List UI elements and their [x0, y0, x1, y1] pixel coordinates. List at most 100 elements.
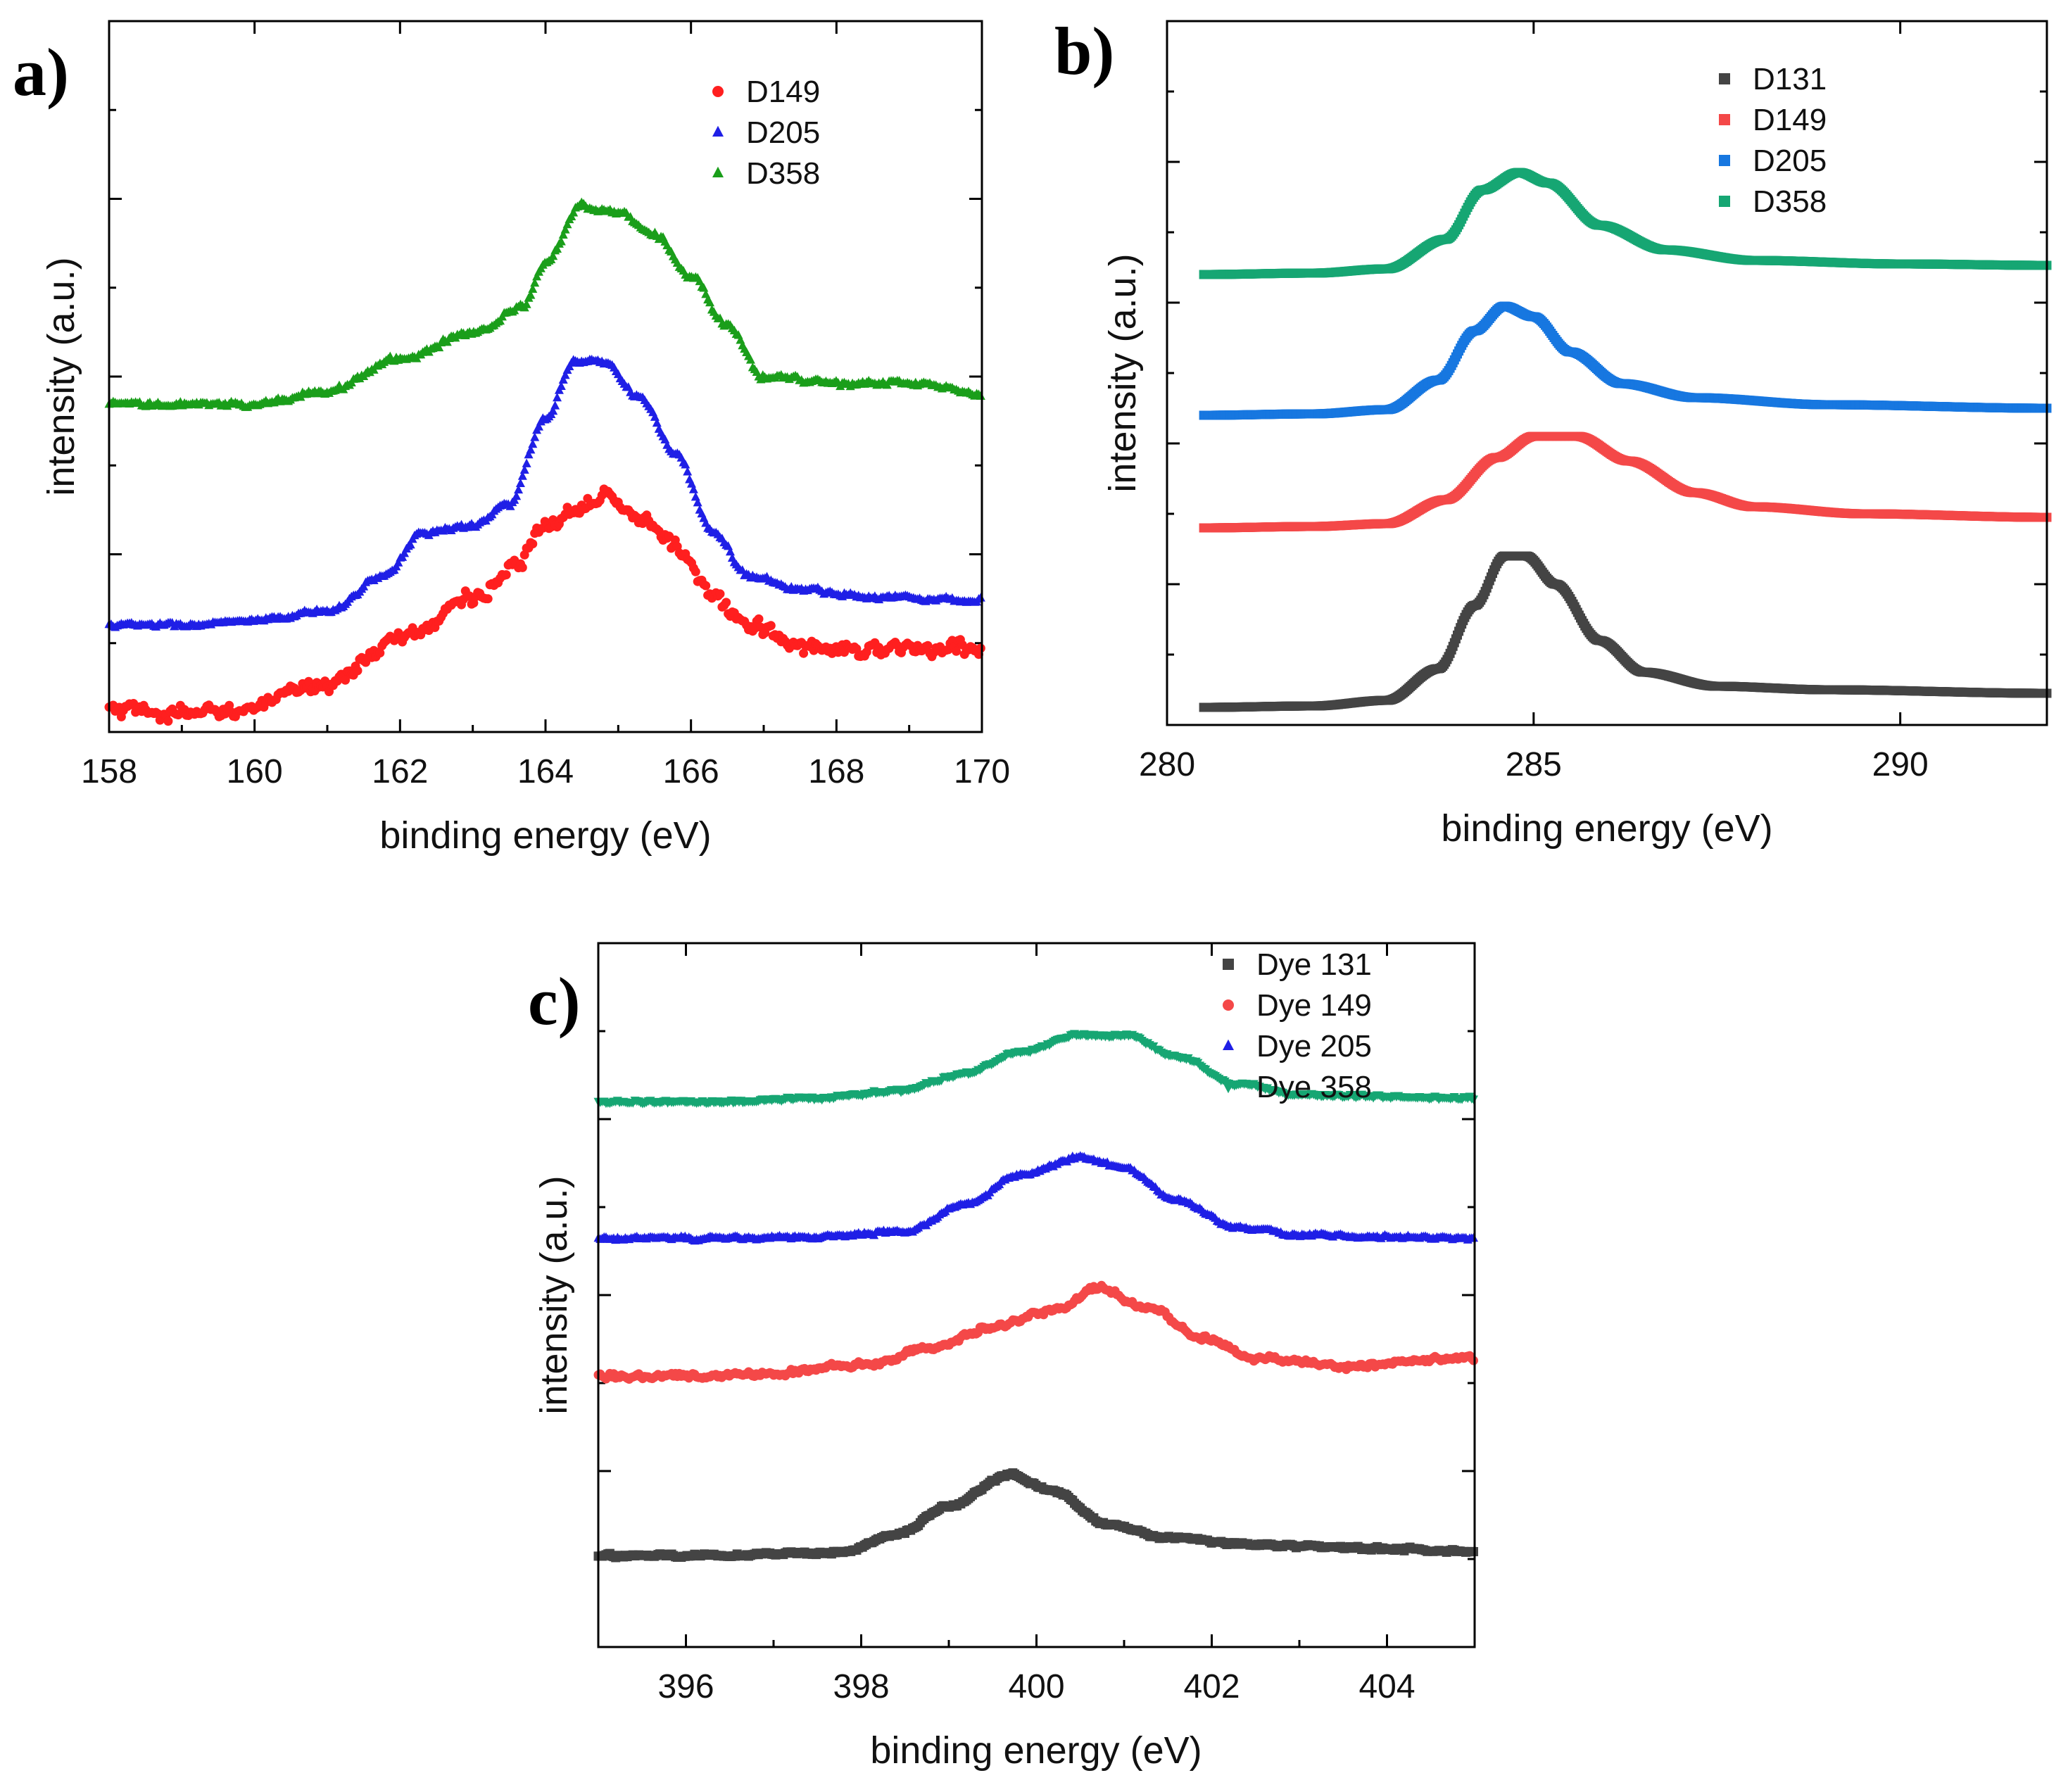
legend-marker	[1719, 196, 1730, 207]
data-point	[304, 676, 313, 686]
data-point	[400, 548, 410, 557]
data-point	[562, 219, 572, 229]
legend-marker	[712, 125, 724, 137]
data-point	[553, 244, 562, 253]
data-point	[375, 648, 385, 658]
data-point	[569, 208, 579, 217]
x-tick-label: 170	[954, 753, 1010, 790]
series-d358	[104, 197, 985, 411]
data-point	[688, 484, 698, 493]
x-tick-label: 168	[808, 753, 864, 790]
data-point	[701, 581, 711, 591]
data-point	[341, 675, 351, 685]
data-point	[558, 374, 568, 384]
data-point	[528, 539, 538, 549]
data-point	[528, 284, 538, 294]
legend-entry: D358	[712, 156, 820, 191]
legend-entry: D149	[1719, 103, 1827, 137]
x-tick-label: 166	[663, 753, 719, 790]
x-tick-label: 158	[81, 753, 137, 790]
data-point	[976, 391, 985, 400]
data-point	[683, 467, 693, 476]
data-point	[560, 225, 570, 234]
series-d205	[104, 354, 985, 631]
panel-b-marks	[1199, 168, 2052, 712]
legend-marker	[1719, 155, 1730, 166]
panel-a-x-axis-title: binding energy (eV)	[379, 814, 711, 857]
legend-marker	[1719, 114, 1730, 125]
data-point	[766, 621, 776, 631]
data-point	[976, 643, 985, 653]
data-point	[556, 381, 566, 390]
legend-entry: D149	[712, 75, 820, 109]
data-point	[952, 646, 962, 656]
panel-a-legend: D149 D205 D358	[712, 75, 820, 191]
legend-label: D358	[746, 156, 820, 191]
series-d358	[1199, 168, 2052, 279]
x-tick-label: 160	[227, 753, 283, 790]
panel-c-label: c)	[528, 964, 581, 1039]
data-point	[715, 589, 725, 599]
data-point	[705, 297, 715, 307]
series-d205	[1199, 301, 2052, 420]
legend-label: D205	[1753, 144, 1827, 178]
data-point	[699, 283, 709, 292]
series-dye-131	[593, 1468, 1478, 1563]
legend-label: D358	[1753, 184, 1827, 219]
data-point	[515, 478, 525, 487]
x-tick-label: 280	[1139, 746, 1195, 783]
legend-entry: D205	[1719, 144, 1827, 178]
series-d131	[1199, 551, 2052, 712]
panel-a-tick-labels: 158 160 162 164 166 168 170	[81, 753, 1010, 790]
data-point	[526, 290, 536, 299]
data-point	[553, 392, 562, 402]
legend-marker	[1719, 73, 1730, 84]
series-d149	[104, 484, 985, 726]
data-point	[852, 644, 862, 654]
data-point	[754, 614, 764, 624]
legend-label: D131	[1753, 62, 1827, 96]
data-point	[434, 342, 444, 352]
panel-b-tick-labels: 280 285 290	[1139, 746, 1929, 783]
data-point	[560, 370, 570, 379]
panel-b-legend: D131 D149 D205 D358	[1719, 62, 1827, 219]
data-point	[530, 277, 540, 287]
panel-a-ticks	[108, 21, 983, 732]
legend-entry: D131	[1719, 62, 1827, 96]
x-tick-label: 290	[1872, 746, 1929, 783]
legend-entry: D205	[712, 115, 820, 150]
data-point	[522, 299, 531, 308]
panel-c-marks	[593, 1030, 1479, 1563]
data-point	[550, 400, 560, 410]
legend-label: D149	[746, 75, 820, 109]
data-point	[524, 449, 534, 459]
panel-a-marks	[104, 197, 985, 726]
data-point	[745, 355, 755, 364]
data-point	[652, 417, 662, 427]
series-dye-149	[593, 1280, 1478, 1384]
data-point	[556, 236, 566, 246]
data-point	[534, 422, 543, 431]
data-point	[501, 570, 511, 580]
legend-entry: D358	[1719, 184, 1827, 219]
data-point	[512, 491, 522, 500]
data-point	[558, 229, 568, 239]
panel-a-y-axis-title: intensity (a.u.)	[40, 257, 82, 496]
data-point	[721, 598, 731, 607]
panel-b-label: b)	[1054, 13, 1114, 89]
data-point	[548, 405, 558, 415]
data-point	[799, 648, 809, 658]
panel-b-x-axis-title: binding energy (eV)	[1441, 807, 1772, 850]
data-point	[522, 458, 531, 467]
data-point	[405, 539, 415, 549]
data-point	[519, 465, 529, 474]
legend-marker	[712, 86, 724, 97]
x-tick-label: 285	[1506, 746, 1562, 783]
data-point	[691, 567, 700, 576]
data-point	[923, 641, 933, 650]
panel-a-frame	[108, 20, 983, 733]
legend-marker	[712, 166, 724, 177]
panel-a-label: a)	[13, 34, 69, 110]
